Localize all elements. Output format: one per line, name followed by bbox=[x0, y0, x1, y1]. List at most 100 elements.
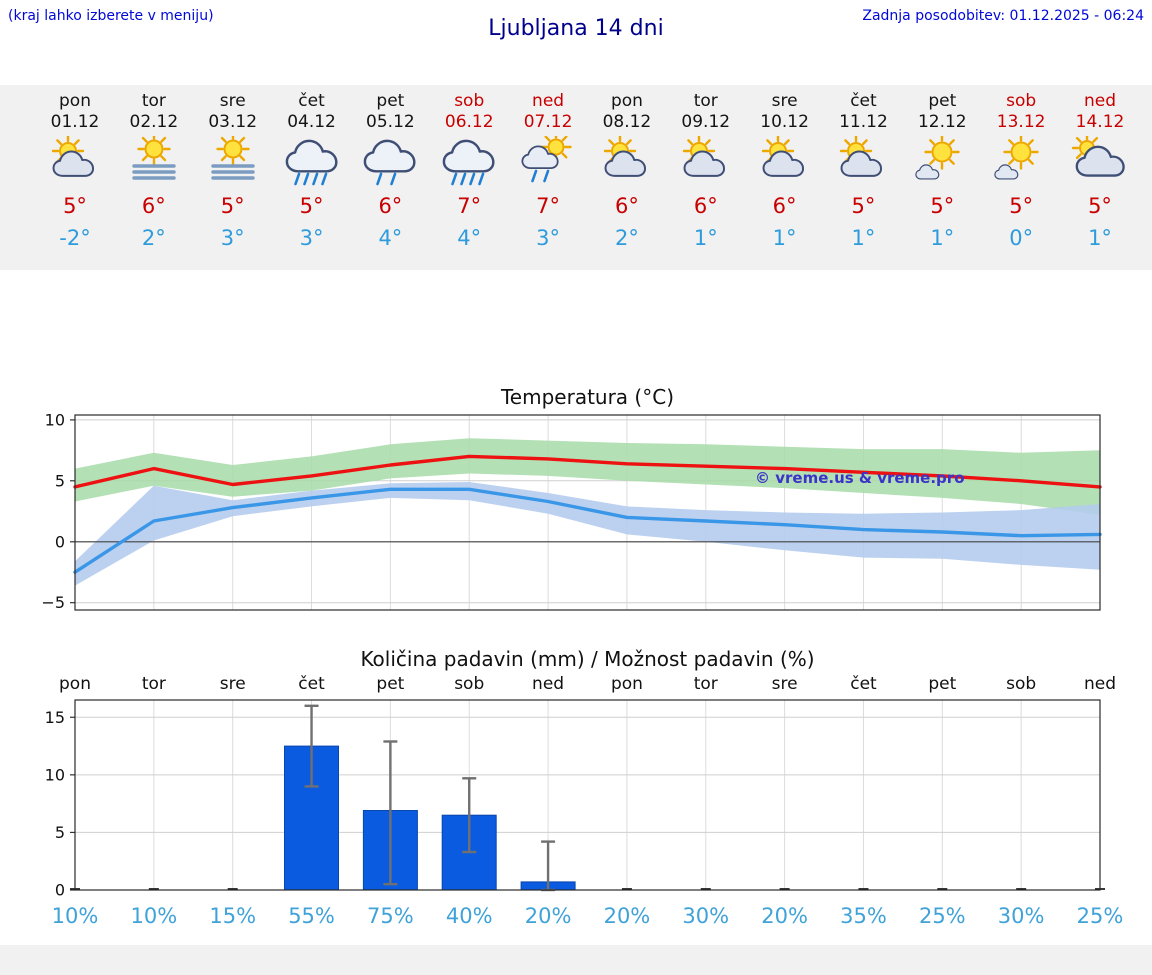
day-name: ned bbox=[1083, 91, 1117, 111]
day-low-temp: 1° bbox=[930, 225, 955, 250]
day-name: čet bbox=[850, 91, 877, 111]
precip-ytick: 15 bbox=[45, 708, 65, 727]
day-name: čet bbox=[298, 91, 325, 111]
forecast-day-5: pet 05.12 6° 4° bbox=[350, 85, 430, 251]
min-temperature-line bbox=[73, 487, 1102, 574]
precip-probability: 75% bbox=[367, 904, 414, 928]
day-date: 11.12 bbox=[839, 112, 888, 133]
day-high-temp: 5° bbox=[63, 193, 87, 218]
temp-band-min-range bbox=[75, 482, 1100, 586]
sun-cloud-icon bbox=[745, 134, 825, 190]
day-low-temp: 1° bbox=[772, 225, 797, 250]
precip-day-label: pet bbox=[376, 674, 404, 694]
precip-probability: 20% bbox=[761, 904, 808, 928]
precipitation-chart: 0 5 10 15 pon tor sre čet pet sob ned pon tor sre čet p… bbox=[45, 647, 1124, 928]
day-low-temp: 2° bbox=[614, 225, 639, 250]
day-name: tor bbox=[141, 91, 166, 111]
forecast-day-13: sob 13.12 5° 0° bbox=[981, 85, 1061, 251]
day-date: 14.12 bbox=[1075, 112, 1125, 133]
precip-probability: 25% bbox=[919, 904, 966, 928]
day-low-temp: 2° bbox=[141, 225, 166, 250]
precip-day-label: ned bbox=[532, 674, 564, 694]
forecast-day-3: sre 03.12 5° 3° bbox=[193, 85, 273, 251]
forecast-day-12: pet 12.12 5° 1° bbox=[902, 85, 982, 251]
rain-icon bbox=[429, 136, 509, 190]
day-date: 01.12 bbox=[50, 112, 100, 133]
temperature-chart: −5 0 5 10 © vreme.us & vreme.pro Temperatura … bbox=[41, 385, 1102, 612]
sun-small-cloud-icon bbox=[981, 133, 1061, 190]
precip-day-label: čet bbox=[298, 674, 325, 694]
day-date: 10.12 bbox=[760, 112, 809, 133]
day-date: 13.12 bbox=[996, 112, 1046, 133]
forecast-day-14: ned 14.12 5° 1° bbox=[1060, 85, 1140, 251]
last-update: Zadnja posodobitev: 01.12.2025 - 06:24 bbox=[862, 8, 1144, 24]
precip-probability: 30% bbox=[682, 904, 729, 928]
day-low-temp: -2° bbox=[59, 225, 91, 250]
forecast-day-1: pon 01.12 5° -2° bbox=[35, 85, 115, 251]
sun-fog-icon bbox=[114, 131, 194, 190]
day-high-temp: 5° bbox=[930, 193, 955, 218]
precip-day-label: tor bbox=[142, 674, 166, 694]
precip-probability: 55% bbox=[288, 904, 335, 928]
day-high-temp: 6° bbox=[614, 193, 639, 218]
precip-probability: 10% bbox=[131, 904, 178, 928]
precip-day-label: sob bbox=[1006, 674, 1036, 694]
precip-probability: 30% bbox=[998, 904, 1045, 928]
cloud-icon bbox=[1060, 132, 1140, 190]
day-date: 04.12 bbox=[287, 112, 336, 133]
sun-cloud-icon bbox=[587, 134, 667, 190]
precip-ytick: 0 bbox=[55, 881, 65, 900]
forecast-day-8: pon 08.12 6° 2° bbox=[587, 85, 667, 251]
day-date: 05.12 bbox=[366, 112, 415, 133]
forecast-day-2: tor 02.12 6° 2° bbox=[114, 85, 194, 251]
day-date: 07.12 bbox=[523, 112, 573, 133]
day-high-temp: 6° bbox=[772, 193, 797, 218]
precip-plot-area bbox=[75, 700, 1100, 890]
precip-day-label: pet bbox=[928, 674, 956, 694]
day-low-temp: 1° bbox=[1088, 225, 1112, 250]
day-high-temp: 7° bbox=[457, 193, 482, 218]
precip-day-label: tor bbox=[694, 674, 718, 694]
day-high-temp: 5° bbox=[851, 193, 876, 218]
precip-chart-title: Količina padavin (mm) / Možnost padavin … bbox=[360, 647, 814, 671]
sun-cloud-icon bbox=[666, 134, 746, 190]
day-name: pet bbox=[928, 91, 957, 111]
forecast-day-6: sob 06.12 7° 4° bbox=[429, 85, 509, 251]
day-name: sre bbox=[219, 91, 246, 111]
temp-band-max-range bbox=[75, 438, 1100, 515]
forecast-day-10: sre 10.12 6° 1° bbox=[745, 85, 825, 251]
precip-probability: 15% bbox=[209, 904, 256, 928]
precip-probability: 40% bbox=[446, 904, 493, 928]
day-high-temp: 7° bbox=[536, 193, 560, 218]
day-date: 12.12 bbox=[917, 112, 967, 133]
day-date: 03.12 bbox=[208, 112, 258, 133]
precip-day-label: sre bbox=[772, 674, 798, 694]
forecast-strip: pon 01.12 5° -2° tor 02.12 6° 2° sre 03.12 5° 3° čet… bbox=[0, 85, 1152, 270]
day-low-temp: 3° bbox=[220, 225, 245, 250]
header: (kraj lahko izberete v meniju) Ljubljana… bbox=[0, 0, 1152, 60]
forecast-day-11: čet 11.12 5° 1° bbox=[823, 85, 903, 251]
sun-fog-icon bbox=[193, 131, 273, 190]
temp-ytick: 0 bbox=[55, 532, 65, 551]
day-low-temp: 4° bbox=[378, 225, 403, 250]
day-high-temp: 6° bbox=[378, 193, 403, 218]
day-name: pet bbox=[376, 91, 405, 111]
day-name: sob bbox=[1006, 91, 1037, 111]
precip-probability: 35% bbox=[840, 904, 887, 928]
precip-probability: 10% bbox=[52, 904, 99, 928]
day-high-temp: 5° bbox=[1088, 193, 1112, 218]
day-high-temp: 6° bbox=[141, 193, 166, 218]
day-low-temp: 0° bbox=[1009, 225, 1034, 250]
day-date: 09.12 bbox=[681, 112, 731, 133]
day-date: 08.12 bbox=[602, 112, 652, 133]
precip-day-label: pon bbox=[59, 674, 91, 694]
sun-cloud-icon bbox=[35, 134, 115, 190]
day-name: sre bbox=[771, 91, 798, 111]
day-date: 02.12 bbox=[129, 112, 179, 133]
precip-day-label: čet bbox=[850, 674, 877, 694]
max-temperature-line bbox=[73, 454, 1102, 489]
precip-ytick: 10 bbox=[45, 765, 65, 784]
day-name: ned bbox=[532, 91, 565, 111]
forecast-day-9: tor 09.12 6° 1° bbox=[666, 85, 746, 251]
